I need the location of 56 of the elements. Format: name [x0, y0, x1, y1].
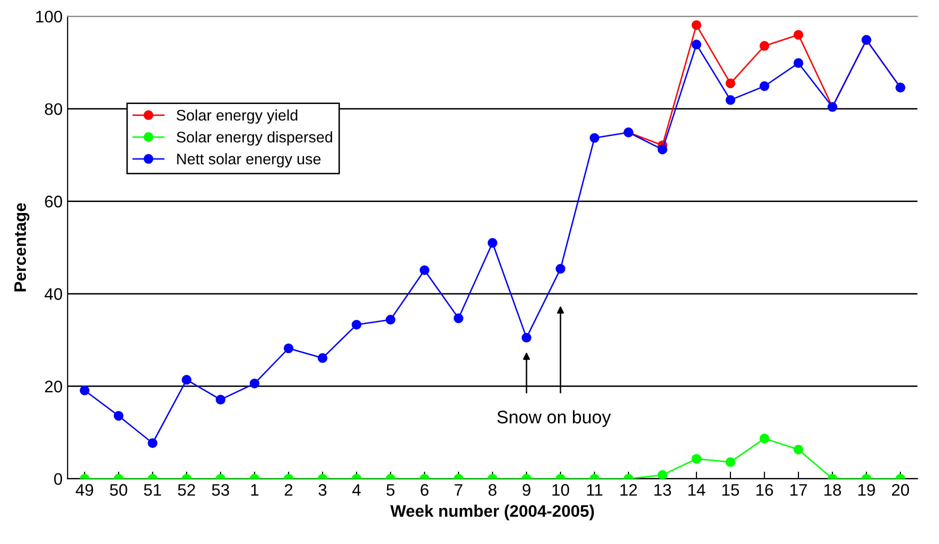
- legend-label: Solar energy dispersed: [176, 131, 332, 146]
- point: [522, 332, 532, 343]
- point: [556, 264, 566, 274]
- point: [352, 320, 362, 330]
- point: [454, 313, 464, 324]
- point: [386, 314, 396, 325]
- x-tick-label: 2: [284, 484, 292, 496]
- point: [420, 265, 430, 276]
- x-tick-label: 7: [454, 484, 462, 496]
- x-tick-label: 4: [352, 484, 361, 496]
- x-tick-label: 6: [420, 484, 428, 496]
- x-tick-label: 19: [858, 484, 875, 496]
- point: [284, 343, 294, 354]
- annotation: Snow on buoy: [497, 410, 611, 428]
- y-tick-label: 0: [54, 473, 62, 485]
- y-tick-label: 60: [45, 196, 62, 208]
- x-tick-label: 52: [178, 484, 196, 496]
- legend-label: Solar energy yield: [176, 109, 298, 124]
- y-axis-title: Percentage: [14, 203, 30, 292]
- x-tick-label: 17: [790, 484, 807, 496]
- x-tick-label: 12: [620, 484, 637, 496]
- legend-label: Nett solar energy use: [177, 153, 321, 168]
- x-tick-label: 11: [587, 484, 602, 496]
- y-tick-label: 80: [44, 103, 62, 116]
- point: [794, 30, 804, 40]
- point: [692, 40, 702, 50]
- point: [726, 95, 736, 105]
- x-tick-label: 1: [251, 484, 258, 496]
- y-tick-label: 20: [45, 380, 62, 392]
- y-tick-label: 100: [36, 10, 62, 23]
- point: [794, 58, 804, 68]
- x-tick-label: 3: [318, 484, 326, 496]
- point: [488, 238, 498, 248]
- x-tick-label: 50: [110, 484, 128, 496]
- x-tick-label: 18: [824, 484, 841, 496]
- x-tick-label: 9: [522, 484, 530, 496]
- point: [760, 81, 770, 92]
- x-tick-label: 51: [144, 484, 162, 496]
- x-tick-label: 49: [76, 484, 94, 496]
- point: [318, 353, 328, 363]
- point: [760, 41, 770, 51]
- x-tick-label: 5: [386, 484, 394, 496]
- point: [590, 133, 600, 143]
- x-tick-label: 20: [892, 484, 910, 496]
- x-tick-label: 15: [722, 484, 740, 496]
- x-tick-label: 53: [212, 484, 230, 496]
- x-tick-label: 13: [654, 484, 671, 496]
- x-tick-label: 10: [552, 484, 570, 496]
- x-tick-label: 14: [688, 484, 706, 496]
- point: [726, 78, 736, 88]
- x-tick-label: 8: [488, 484, 496, 496]
- point: [692, 20, 702, 30]
- x-axis-title: Week number (2004-2005): [390, 504, 594, 520]
- point: [658, 144, 668, 154]
- x-tick-label: 16: [756, 484, 773, 496]
- y-tick-label: 40: [44, 288, 62, 300]
